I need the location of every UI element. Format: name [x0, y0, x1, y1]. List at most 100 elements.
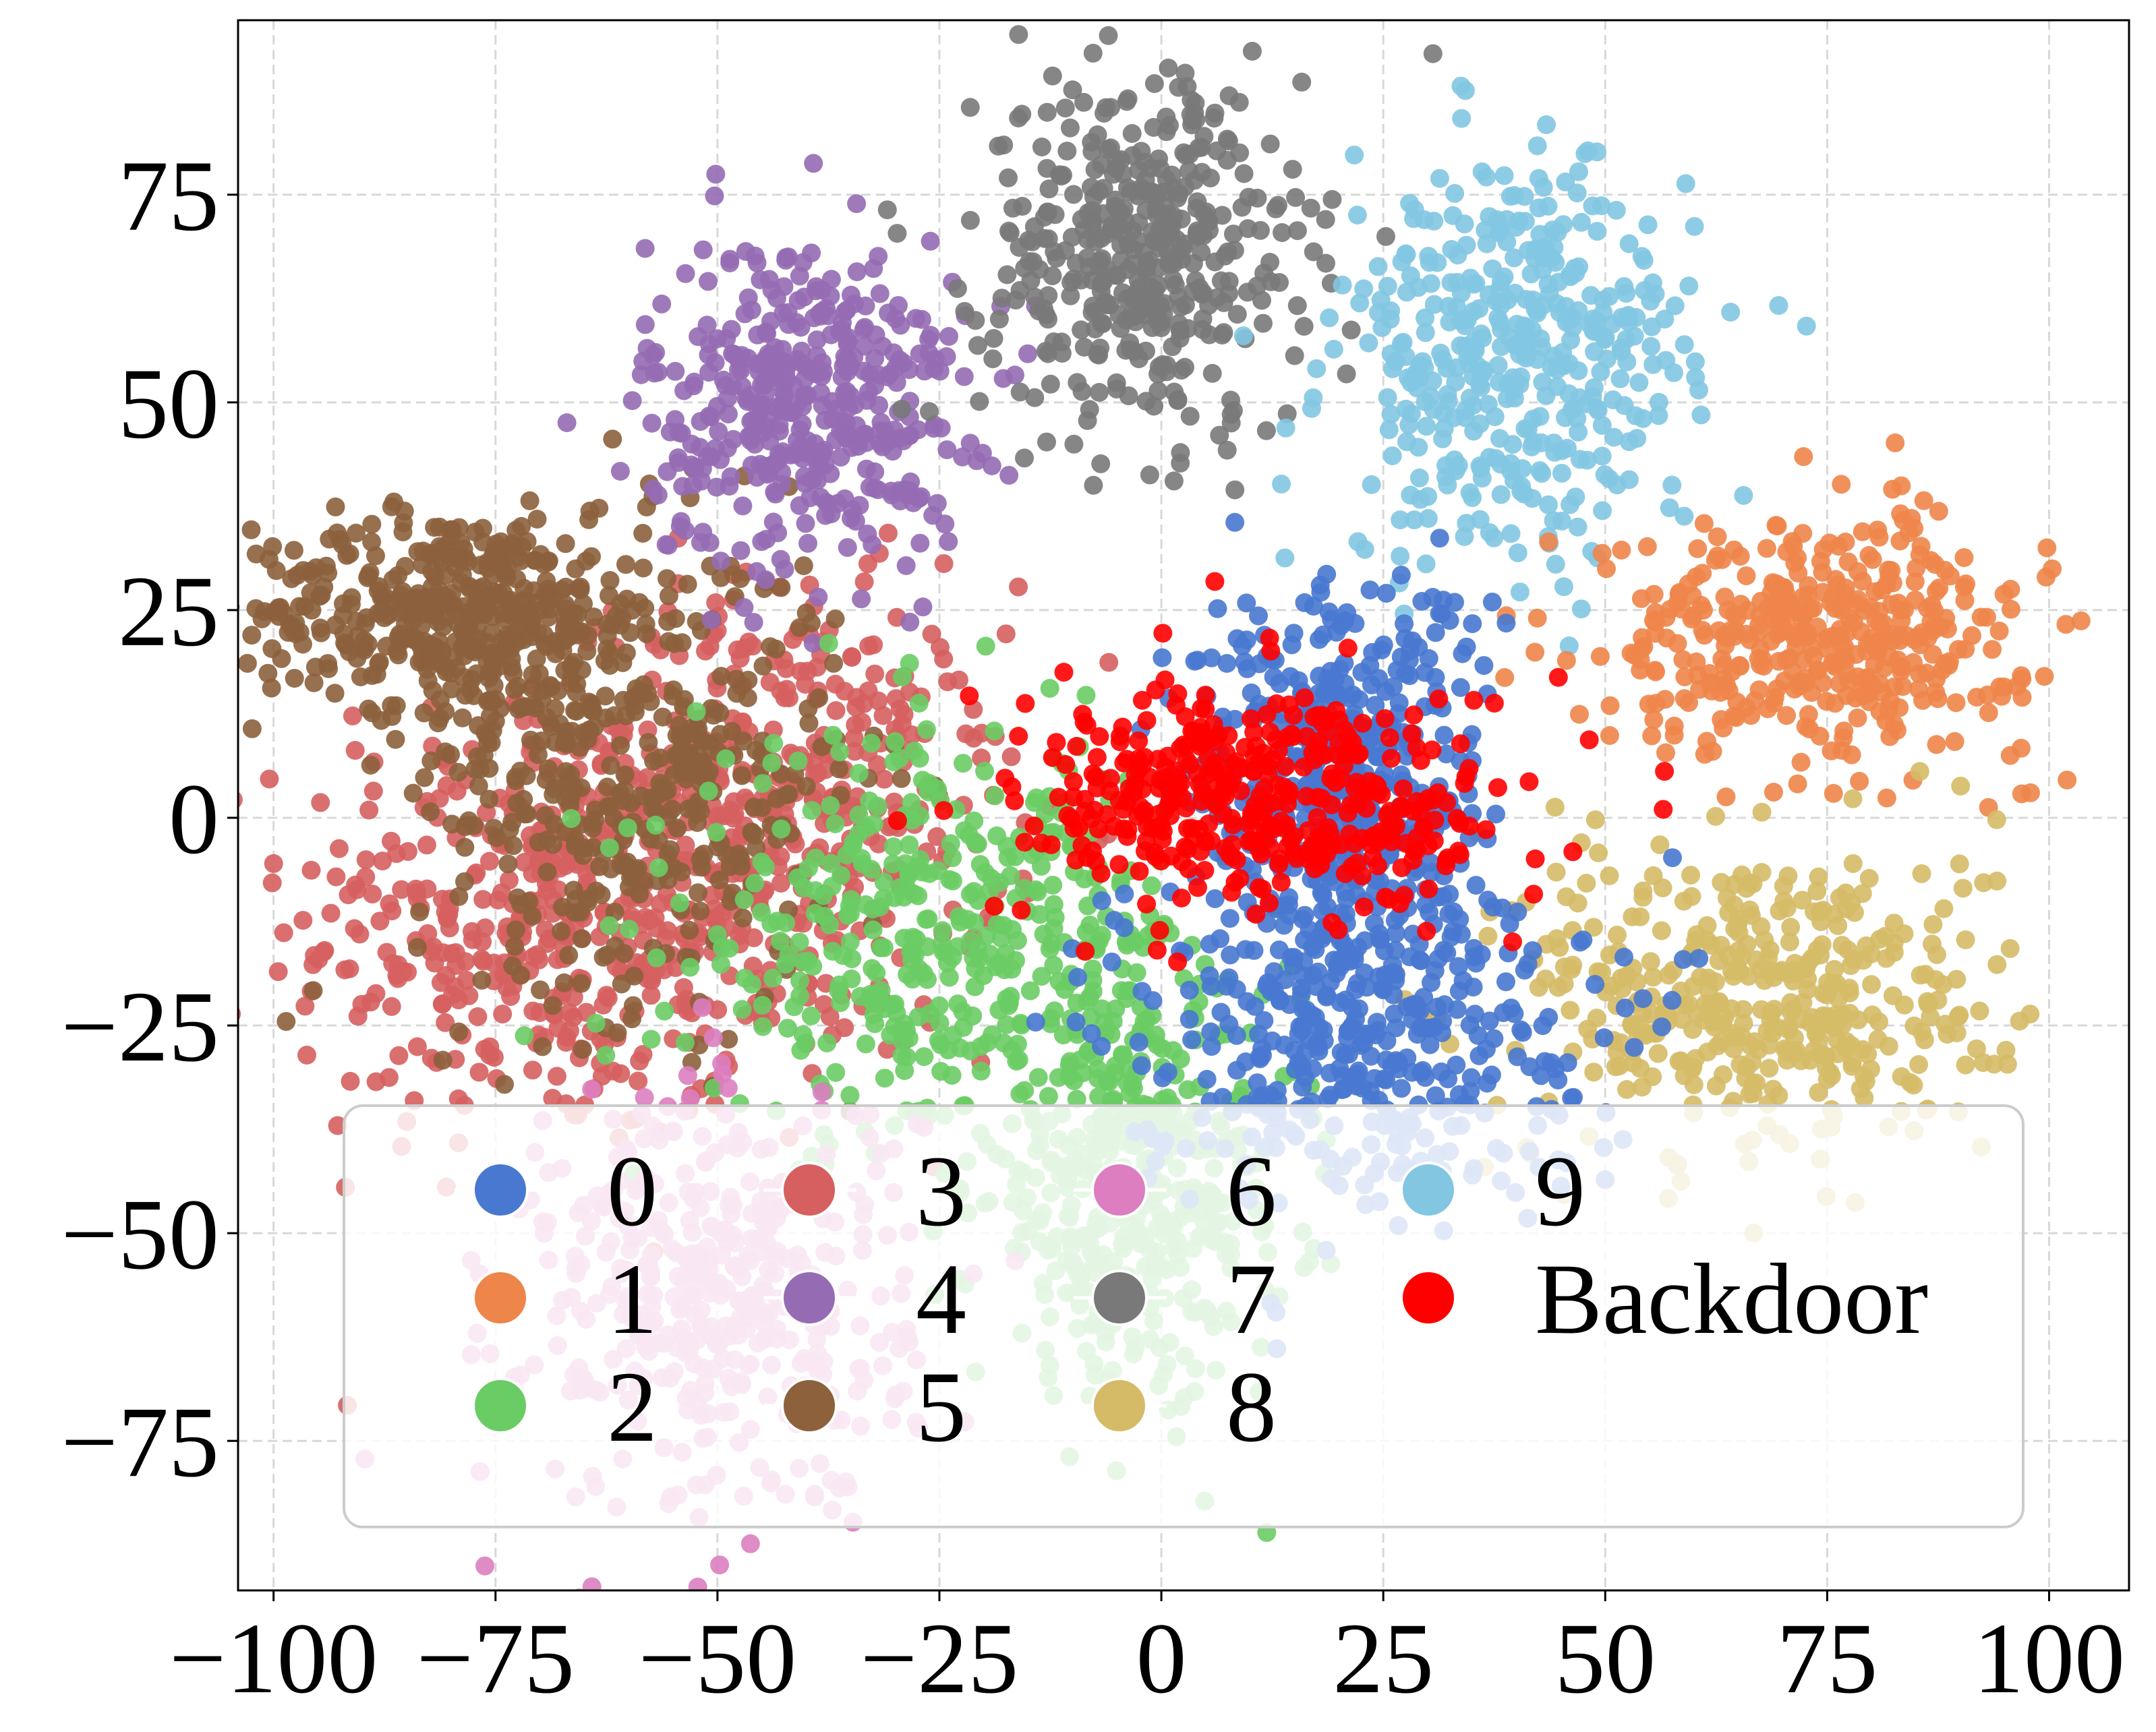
point-3-1-407: [902, 725, 922, 744]
point-4-0-418: [847, 262, 867, 282]
point-3-0-415: [472, 949, 492, 969]
point-4-0-216: [701, 610, 721, 630]
point-7-0-32: [1224, 225, 1243, 244]
point-5-1-66: [616, 555, 635, 574]
point-5-1-113: [560, 627, 579, 647]
point-2-1-1: [1044, 955, 1064, 975]
point-7-0-402: [1266, 199, 1285, 218]
point-9-0-321: [1610, 369, 1630, 388]
point-4-0-292: [669, 423, 689, 442]
point-9-0-323: [1355, 540, 1374, 559]
point-1-0-120: [1954, 548, 1974, 568]
point-7-0-415: [1204, 109, 1224, 128]
point-2-1-327: [788, 751, 808, 771]
point-2-1-358: [964, 882, 984, 901]
point-4-0-124: [910, 533, 930, 553]
point-4-0-234: [731, 541, 751, 560]
point-2-1-80: [985, 721, 1004, 741]
point-5-0-124: [666, 609, 685, 628]
point-4-0-351: [707, 329, 727, 349]
point-7-0-213: [983, 349, 1003, 369]
point-5-1-359: [794, 556, 813, 576]
point-9-0-373: [1275, 548, 1295, 568]
point-1-0-46: [1794, 447, 1813, 467]
point-5-1-408: [515, 578, 534, 598]
point-2-1-109: [817, 1034, 837, 1052]
point-8-0-295: [1742, 905, 1761, 925]
point-1-0-414: [1861, 597, 1880, 617]
point-6-0-81: [812, 1082, 832, 1102]
point-2-1-60: [753, 996, 772, 1015]
point-9-0-326: [1424, 295, 1444, 314]
point-4-0-85: [935, 514, 955, 534]
point-5-1-318: [710, 725, 730, 744]
point-4-0-245: [706, 165, 726, 184]
point-9-0-416: [1592, 196, 1611, 216]
point-9-0-0: [1501, 524, 1521, 543]
point-5-1-304: [486, 690, 506, 709]
point-2-1-323: [853, 854, 872, 874]
point-1-0-402: [1597, 559, 1616, 578]
point-9-0-157: [1676, 174, 1695, 193]
point-7-0-345: [1164, 471, 1184, 491]
point-5-0-361: [310, 587, 330, 606]
point-8-0-335: [1829, 989, 1848, 1009]
point-8-0-193: [1561, 1001, 1580, 1020]
point-8-0-339: [1722, 999, 1741, 1019]
point-9-0-252: [1368, 257, 1388, 276]
point-2-1-412: [931, 1062, 951, 1081]
point-3-0-399: [437, 776, 457, 796]
point-3-0-50: [373, 852, 392, 871]
point-3-0-187: [341, 1071, 360, 1091]
point-4-0-359: [666, 361, 685, 381]
point-7-0-357: [960, 210, 980, 230]
point-4-0-66: [676, 264, 695, 283]
point-3-0-410: [480, 1046, 500, 1065]
point-4-0-350: [700, 533, 720, 552]
point-6-0-416: [712, 1054, 732, 1073]
point-4-0-320: [734, 598, 754, 618]
point-1-0-309: [1637, 537, 1657, 556]
point-9-0-14: [1417, 417, 1436, 436]
point-1-0-114: [1956, 640, 1975, 659]
point-1-0-35: [2058, 771, 2077, 789]
point-2-1-415: [1030, 905, 1049, 924]
point-3-1-416: [835, 1018, 854, 1038]
point-5-0-170: [505, 680, 525, 699]
point-1-0-396: [1749, 616, 1768, 635]
point-9-0-85: [1593, 501, 1612, 520]
point-2-1-177: [734, 890, 754, 909]
point-5-1-332: [479, 789, 499, 809]
point-2-1-260: [862, 734, 881, 753]
point-9-0-244: [1304, 388, 1323, 407]
point-4-0-387: [774, 277, 794, 297]
point-5-0-250: [571, 577, 590, 597]
point-1-0-399: [1886, 433, 1905, 452]
point-1-0-293: [1768, 608, 1788, 628]
point-9-0-262: [1276, 418, 1295, 438]
point-9-0-142: [1734, 485, 1753, 505]
point-4-0-274: [910, 344, 929, 363]
point-3-1-376: [775, 688, 794, 707]
point-1-0-209: [1724, 540, 1744, 560]
point-7-0-361: [1009, 25, 1028, 44]
point-9-0-279: [1347, 206, 1367, 225]
point-2-1-129: [680, 957, 700, 977]
point-1-0-81: [1946, 693, 1966, 713]
point-3-0-375: [295, 996, 315, 1016]
point-5-0-416: [419, 634, 439, 654]
point-2-1-229: [742, 974, 761, 994]
point-4-0-367: [779, 355, 798, 374]
point-9-0-259: [1491, 454, 1511, 474]
point-7-0-232: [1074, 92, 1093, 112]
point-5-1-210: [771, 578, 791, 597]
point-8-0-290: [1743, 1074, 1763, 1094]
point-2-0-358: [1028, 1068, 1048, 1087]
point-4-0-419: [897, 485, 916, 504]
point-9-0-396: [1490, 373, 1509, 392]
point-1-0-419: [1731, 595, 1751, 614]
point-4-0-273: [927, 494, 947, 513]
point-9-0-219: [1649, 406, 1668, 425]
point-9-0-74: [1629, 373, 1649, 392]
point-2-1-138: [801, 1006, 821, 1025]
